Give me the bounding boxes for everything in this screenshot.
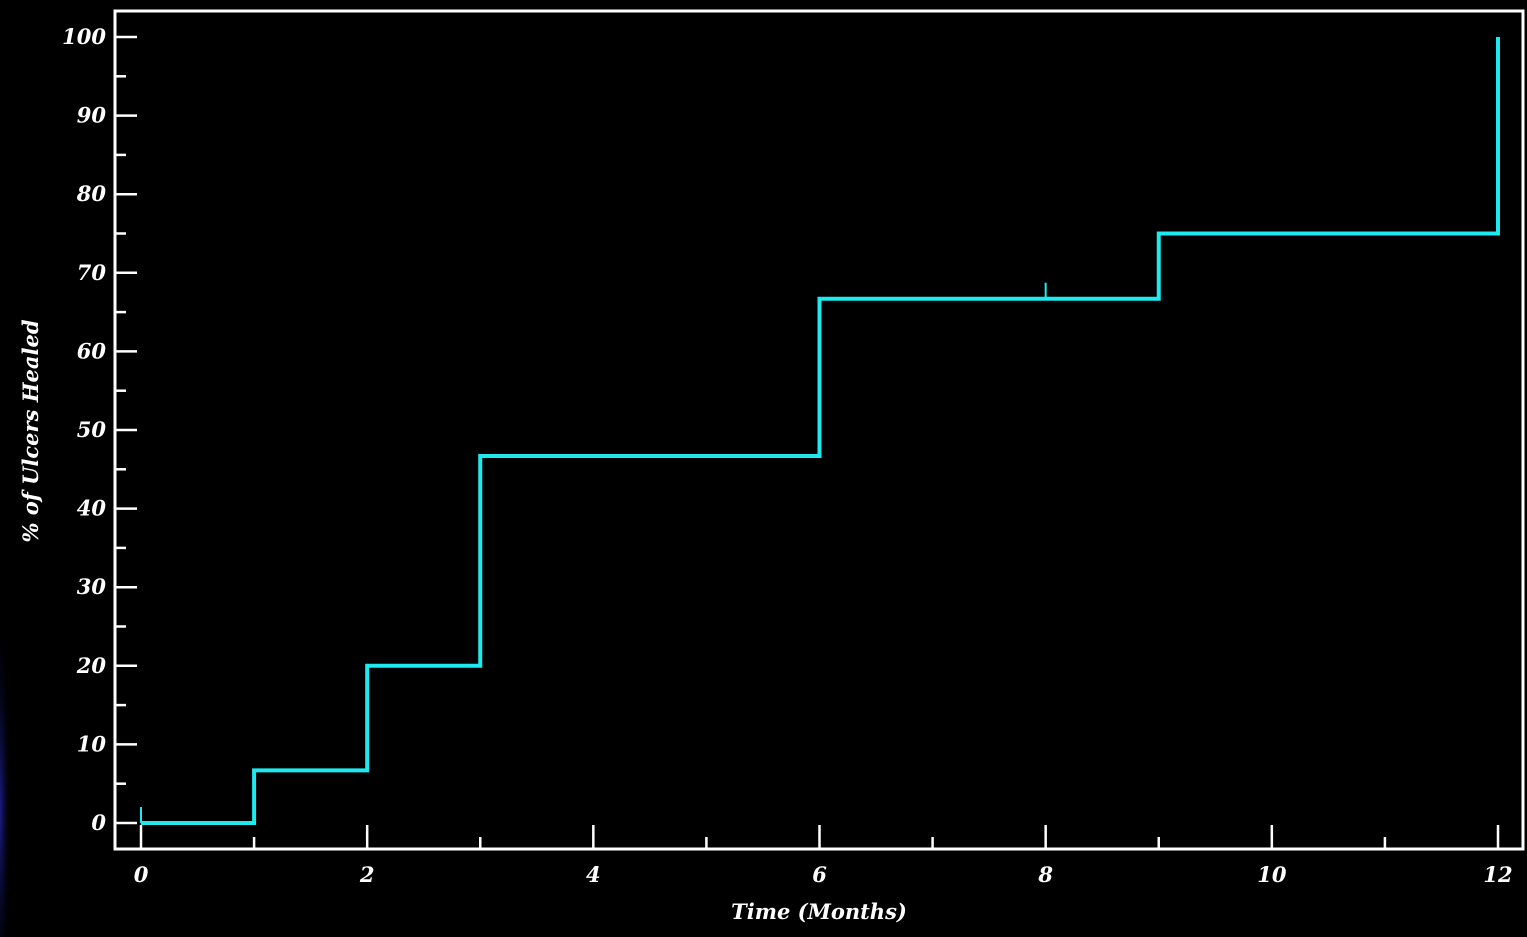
y-tick-label: 80	[76, 181, 107, 206]
y-tick-label: 50	[77, 417, 107, 442]
x-tick-label: 8	[1037, 862, 1053, 887]
x-tick-label: 12	[1483, 862, 1512, 887]
y-tick-label: 40	[77, 496, 107, 521]
y-tick-label: 10	[77, 731, 107, 756]
x-tick-label: 10	[1257, 862, 1287, 887]
series-layer	[140, 37, 1500, 825]
x-tick-label: 0	[134, 862, 149, 887]
y-axis-ticks: 0 10 20 30 40 50 60 70 80 90 100	[62, 24, 137, 835]
x-tick-label: 4	[586, 862, 601, 887]
y-tick-label: 30	[77, 574, 107, 599]
y-tick-label: 70	[77, 260, 107, 285]
y-axis-title: % of Ulcers Healed	[18, 319, 43, 542]
x-tick-label: 2	[359, 862, 375, 887]
y-tick-label: 60	[77, 338, 107, 363]
y-tick-label: 20	[76, 653, 107, 678]
x-axis-title: Time (Months)	[731, 899, 907, 924]
series-line	[141, 37, 1500, 825]
y-tick-label: 100	[62, 24, 106, 49]
y-tick-label: 0	[91, 810, 106, 835]
background-glow	[0, 540, 22, 937]
x-axis-ticks: 0 2 4 6 8 10 12	[134, 825, 1513, 887]
x-tick-label: 6	[812, 862, 827, 887]
y-tick-label: 90	[77, 103, 107, 128]
